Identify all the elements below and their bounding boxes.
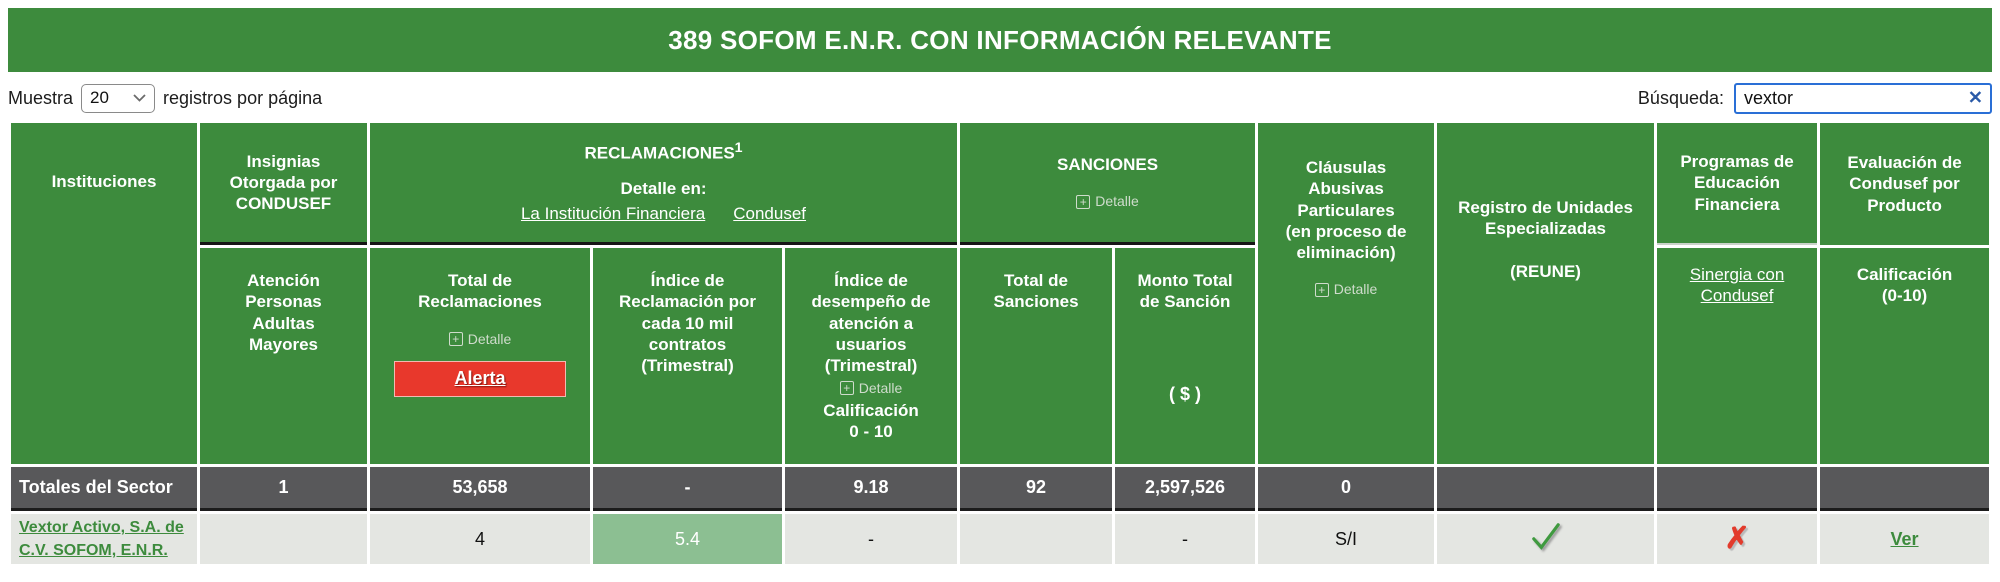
desempeno-detalle-toggle[interactable]: + Detalle	[839, 380, 902, 398]
col-header-clausulas: Cláusulas Abusivas Particulares (en proc…	[1258, 123, 1435, 464]
plus-box-icon: +	[1076, 194, 1091, 209]
subheader-calificacion: Calificación (0-10)	[1820, 248, 1990, 464]
cell-clausulas: S/I	[1258, 514, 1435, 564]
col-header-evaluacion: Evaluación de Condusef por Producto	[1820, 123, 1990, 245]
subheader-atencion: Atención Personas Adultas Mayores	[200, 248, 367, 464]
clausulas-detalle-toggle[interactable]: + Detalle	[1314, 281, 1377, 299]
institution-row: Vextor Activo, S.A. de C.V. SOFOM, E.N.R…	[11, 514, 1990, 564]
totals-label: Totales del Sector	[11, 467, 197, 511]
alerta-button[interactable]: Alerta	[394, 360, 566, 397]
clear-search-icon[interactable]: ✕	[1967, 87, 1983, 108]
totals-insignias: 1	[200, 467, 367, 511]
check-icon	[1529, 522, 1563, 556]
cell-monto-total: -	[1115, 514, 1256, 564]
totals-programas	[1657, 467, 1818, 511]
subheader-indice-reclamacion: Índice de Reclamación por cada 10 mil co…	[593, 248, 782, 464]
page-title: 389 SOFOM E.N.R. CON INFORMACIÓN RELEVAN…	[668, 24, 1332, 55]
col-header-programas: Programas de Educación Financiera	[1657, 123, 1818, 245]
col-header-reune: Registro de Unidades Especializadas (REU…	[1437, 123, 1655, 464]
chevron-down-icon	[133, 94, 146, 102]
reclamaciones-title: RECLAMACIONES1	[584, 140, 743, 163]
link-sinergia-condusef[interactable]: Sinergia con Condusef	[1689, 265, 1785, 306]
totals-reune	[1437, 467, 1655, 511]
subheader-total-sanciones: Total de Sanciones	[960, 248, 1113, 464]
page-size-label-before: Muestra	[8, 87, 74, 108]
col-header-insignias: Insignias Otorgada por CONDUSEF	[200, 123, 367, 245]
plus-box-icon: +	[448, 332, 463, 347]
col-header-instituciones: Instituciones	[11, 123, 197, 464]
subheader-total-reclamaciones: Total de Reclamaciones + Detalle Alerta	[370, 248, 590, 464]
reclamaciones-detalle-toggle[interactable]: + Detalle	[448, 331, 511, 349]
group-header-reclamaciones: RECLAMACIONES1 Detalle en: La Institució…	[370, 123, 958, 245]
sanciones-detalle-toggle[interactable]: + Detalle	[1076, 193, 1139, 211]
page-size-label-after: registros por página	[163, 87, 323, 108]
subheader-sinergia: Sinergia con Condusef	[1657, 248, 1818, 464]
cell-total-sanciones	[960, 514, 1113, 564]
link-condusef[interactable]: Condusef	[733, 204, 807, 224]
totals-clausulas: 0	[1258, 467, 1435, 511]
cell-indice-desempeno: -	[785, 514, 958, 564]
cell-insignias	[200, 514, 367, 564]
link-institucion-financiera[interactable]: La Institución Financiera	[520, 204, 706, 224]
ver-link[interactable]: Ver	[1890, 528, 1919, 549]
subheader-indice-desempeno: Índice de desempeño de atención a usuari…	[785, 248, 958, 464]
totals-indice-desempeno: 9.18	[785, 467, 958, 511]
detalle-en-label: Detalle en:	[620, 179, 707, 199]
search-label: Búsqueda:	[1637, 87, 1724, 108]
institutions-table: Instituciones Insignias Otorgada por CON…	[8, 120, 1992, 567]
cell-reune	[1437, 514, 1655, 564]
search-input[interactable]	[1734, 82, 1992, 114]
cell-evaluacion: Ver	[1820, 514, 1990, 564]
totals-total-sanciones: 92	[960, 467, 1113, 511]
institution-cell: Vextor Activo, S.A. de C.V. SOFOM, E.N.R…	[11, 514, 197, 564]
group-header-sanciones: SANCIONES + Detalle	[960, 123, 1256, 245]
cross-icon: ✗	[1724, 522, 1750, 555]
search-control: Búsqueda: ✕	[1637, 82, 1992, 114]
page-size-control: Muestra 20 registros por página	[8, 83, 323, 113]
totals-indice-reclamacion: -	[593, 467, 782, 511]
page-size-select[interactable]: 20	[81, 83, 156, 113]
totals-evaluacion	[1820, 467, 1990, 511]
plus-box-icon: +	[1314, 283, 1329, 297]
page-size-value: 20	[90, 88, 109, 107]
cell-indice-reclamacion: 5.4	[593, 514, 782, 564]
title-bar: 389 SOFOM E.N.R. CON INFORMACIÓN RELEVAN…	[8, 8, 1992, 72]
table-controls: Muestra 20 registros por página Búsqueda…	[8, 78, 1992, 118]
cell-total-reclamaciones: 4	[370, 514, 590, 564]
institution-link[interactable]: Vextor Activo, S.A. de C.V. SOFOM, E.N.R…	[19, 519, 184, 559]
plus-box-icon: +	[839, 381, 854, 396]
totals-row: Totales del Sector 1 53,658 - 9.18 92 2,…	[11, 467, 1990, 511]
subheader-monto-total: Monto Total de Sanción ( $ )	[1115, 248, 1256, 464]
totals-total-reclamaciones: 53,658	[370, 467, 590, 511]
totals-monto-total: 2,597,526	[1115, 467, 1256, 511]
cell-programas: ✗	[1657, 514, 1818, 564]
